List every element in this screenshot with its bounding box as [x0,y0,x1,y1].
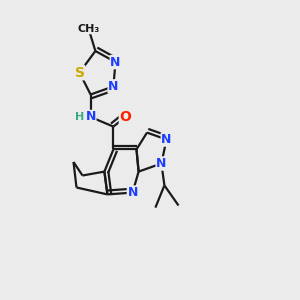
Text: N: N [108,80,118,93]
Text: N: N [85,110,96,124]
Text: N: N [128,186,138,199]
Text: O: O [119,110,131,124]
Text: CH₃: CH₃ [77,23,100,34]
Text: S: S [74,66,85,80]
Text: N: N [161,133,172,146]
Text: N: N [156,157,167,170]
Text: H: H [75,112,84,122]
Text: N: N [110,56,121,69]
